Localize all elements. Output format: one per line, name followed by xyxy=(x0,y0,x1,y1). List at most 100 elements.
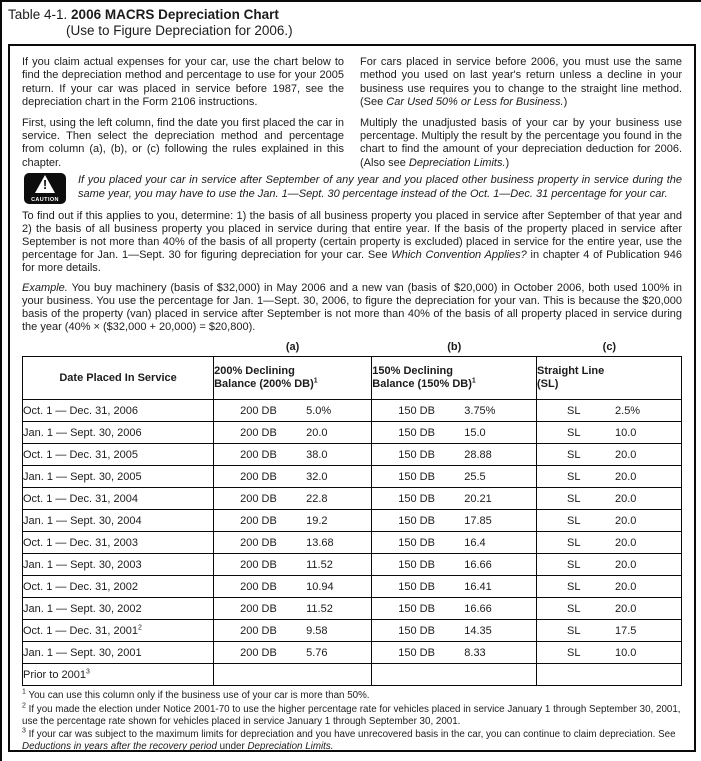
method-cell-200db: 200 DB 22.8 xyxy=(213,487,373,511)
table-header-row: Date Placed In Service 200% Declining Ba… xyxy=(21,356,682,401)
table-row: Jan. 1 — Sept. 30, 2005 200 DB 32.0 150 D… xyxy=(21,465,682,489)
column-label-a: (a) xyxy=(285,341,300,354)
footnotes: 1 You can use this column only if the bu… xyxy=(22,689,682,752)
method-cell-200db: 200 DB 10.94 xyxy=(213,575,373,599)
table-row: Jan. 1 — Sept. 30, 2004 200 DB 19.2 150 D… xyxy=(21,509,682,533)
table-row: Oct. 1 — Dec. 31, 2004 200 DB 22.8 150 DB… xyxy=(21,487,682,511)
method-cell-sl: SL 17.5 xyxy=(536,619,682,643)
method-cell-150db: 150 DB 14.35 xyxy=(371,619,538,643)
intro-columns: If you claim actual expenses for your ca… xyxy=(22,56,682,170)
intro-paragraph: If you claim actual expenses for your ca… xyxy=(22,56,344,109)
content-box: If you claim actual expenses for your ca… xyxy=(8,44,696,752)
method-cell-150db: 150 DB 16.4 xyxy=(371,531,538,555)
column-label-b: (b) xyxy=(447,341,462,354)
table-subtitle: (Use to Figure Depreciation for 2006.) xyxy=(66,23,293,38)
method-cell-sl: SL 20.0 xyxy=(536,487,682,511)
date-cell: Prior to 20013 xyxy=(21,663,215,687)
caution-block: ! CAUTION If you placed your car in serv… xyxy=(22,173,682,205)
method-cell-sl: SL 10.0 xyxy=(536,641,682,665)
date-cell: Oct. 1 — Dec. 31, 2004 xyxy=(21,487,215,511)
method-cell-150db: 150 DB 16.66 xyxy=(371,553,538,577)
footnote-1: 1 You can use this column only if the bu… xyxy=(22,689,370,702)
table-row: Oct. 1 — Dec. 31, 2002 200 DB 10.94 150 D… xyxy=(21,575,682,599)
column-label-c: (c) xyxy=(602,341,617,354)
caution-exclamation: ! xyxy=(42,177,48,193)
intro-paragraph: First, using the left column, find the d… xyxy=(22,116,344,169)
method-cell-150db: 150 DB 20.21 xyxy=(371,487,538,511)
example-paragraph: Example. You buy machinery (basis of $32… xyxy=(22,281,682,333)
table-row: Oct. 1 — Dec. 31, 2003 200 DB 13.68 150 D… xyxy=(21,531,682,555)
caution-icon: ! CAUTION xyxy=(24,173,66,205)
method-cell-150db: 150 DB 25.5 xyxy=(371,465,538,489)
method-cell-150db: 150 DB 17.85 xyxy=(371,509,538,533)
date-cell: Jan. 1 — Sept. 30, 2003 xyxy=(21,553,215,577)
table-row: Jan. 1 — Sept. 30, 2001 200 DB 5.76 150 D… xyxy=(21,641,682,665)
table-row: Oct. 1 — Dec. 31, 2006 200 DB 5.0% 150 DB… xyxy=(21,399,682,423)
table-row: Jan. 1 — Sept. 30, 2002 200 DB 11.52 150 … xyxy=(21,597,682,621)
method-cell-200db: 200 DB 19.2 xyxy=(213,509,373,533)
method-cell-sl: SL 2.5% xyxy=(536,399,682,423)
method-cell-200db: 200 DB 9.58 xyxy=(213,619,373,643)
method-cell-sl: SL 20.0 xyxy=(536,597,682,621)
method-cell-200db: 200 DB 38.0 xyxy=(213,443,373,467)
header-200-declining-balance: 200% Declining Balance (200% DB)1 xyxy=(213,356,373,401)
date-cell: Oct. 1 — Dec. 31, 2006 xyxy=(21,399,215,423)
intro-paragraph: For cars placed in service before 2006, … xyxy=(360,56,682,109)
method-cell-150db: 150 DB 3.75% xyxy=(371,399,538,423)
method-cell-150db: 150 DB 28.88 xyxy=(371,443,538,467)
intro-left-column: If you claim actual expenses for your ca… xyxy=(22,56,344,170)
header-date-placed-in-service: Date Placed In Service xyxy=(21,356,215,401)
method-cell-200db: 200 DB 5.76 xyxy=(213,641,373,665)
caution-triangle xyxy=(35,175,55,194)
table-row: Oct. 1 — Dec. 31, 20012 200 DB 9.58 150 D… xyxy=(21,619,682,643)
method-cell-sl: SL 20.0 xyxy=(536,531,682,555)
method-cell-200db: 200 DB 32.0 xyxy=(213,465,373,489)
table-row: Prior to 20013 xyxy=(21,663,682,687)
date-cell: Oct. 1 — Dec. 31, 2002 xyxy=(21,575,215,599)
date-cell: Oct. 1 — Dec. 31, 2003 xyxy=(21,531,215,555)
intro-right-column: For cars placed in service before 2006, … xyxy=(360,56,682,170)
method-cell-150db: 150 DB 16.66 xyxy=(371,597,538,621)
date-cell: Jan. 1 — Sept. 30, 2004 xyxy=(21,509,215,533)
method-cell-sl: SL 10.0 xyxy=(536,421,682,445)
column-letter-labels: (a) (b) (c) xyxy=(22,341,682,356)
method-cell-200db: 200 DB 5.0% xyxy=(213,399,373,423)
method-cell-200db: 200 DB 11.52 xyxy=(213,553,373,577)
table-row: Oct. 1 — Dec. 31, 2005 200 DB 38.0 150 DB… xyxy=(21,443,682,467)
method-cell-150db xyxy=(371,663,538,687)
date-cell: Jan. 1 — Sept. 30, 2005 xyxy=(21,465,215,489)
caution-label: CAUTION xyxy=(31,197,59,204)
method-cell-200db: 200 DB 11.52 xyxy=(213,597,373,621)
header-150-declining-balance: 150% Declining Balance (150% DB)1 xyxy=(371,356,538,401)
footnote-3: 3 If your car was subject to the maximum… xyxy=(22,727,676,752)
depreciation-table: Date Placed In Service 200% Declining Ba… xyxy=(21,356,682,687)
table-title: Table 4-1. 2006 MACRS Depreciation Chart xyxy=(8,7,279,22)
table-title-block: Table 4-1. 2006 MACRS Depreciation Chart… xyxy=(2,2,701,39)
caution-text: If you placed your car in service after … xyxy=(78,174,682,200)
header-straight-line: Straight Line (SL) xyxy=(536,356,682,401)
method-cell-200db: 200 DB 20.0 xyxy=(213,421,373,445)
date-cell: Jan. 1 — Sept. 30, 2006 xyxy=(21,421,215,445)
date-cell: Jan. 1 — Sept. 30, 2001 xyxy=(21,641,215,665)
method-cell-200db xyxy=(213,663,373,687)
method-cell-sl: SL 20.0 xyxy=(536,575,682,599)
depreciation-table-section: (a) (b) (c) Date Placed In Service 200% … xyxy=(21,341,682,687)
date-cell: Oct. 1 — Dec. 31, 20012 xyxy=(21,619,215,643)
date-cell: Oct. 1 — Dec. 31, 2005 xyxy=(21,443,215,467)
table-row: Jan. 1 — Sept. 30, 2003 200 DB 11.52 150 … xyxy=(21,553,682,577)
intro-paragraph: Multiply the unadjusted basis of your ca… xyxy=(360,116,682,169)
find-out-paragraph: To find out if this applies to you, dete… xyxy=(22,210,682,274)
method-cell-150db: 150 DB 15.0 xyxy=(371,421,538,445)
method-cell-150db: 150 DB 16.41 xyxy=(371,575,538,599)
method-cell-sl: SL 20.0 xyxy=(536,553,682,577)
method-cell-150db: 150 DB 8.33 xyxy=(371,641,538,665)
table-row: Jan. 1 — Sept. 30, 2006 200 DB 20.0 150 D… xyxy=(21,421,682,445)
footnote-2: 2 If you made the election under Notice … xyxy=(22,702,681,727)
method-cell-sl: SL 20.0 xyxy=(536,465,682,489)
method-cell-sl: SL 20.0 xyxy=(536,509,682,533)
date-cell: Jan. 1 — Sept. 30, 2002 xyxy=(21,597,215,621)
method-cell-sl xyxy=(536,663,682,687)
method-cell-200db: 200 DB 13.68 xyxy=(213,531,373,555)
method-cell-sl: SL 20.0 xyxy=(536,443,682,467)
